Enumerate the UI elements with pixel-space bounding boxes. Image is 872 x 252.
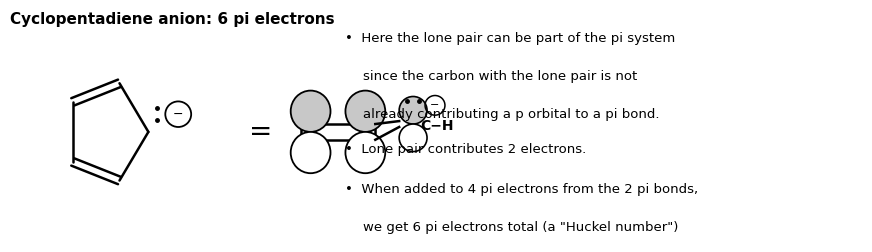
Text: −: − [173, 108, 183, 121]
Text: since the carbon with the lone pair is not: since the carbon with the lone pair is n… [363, 70, 637, 83]
Ellipse shape [399, 97, 427, 124]
Text: we get 6 pi electrons total (a "Huckel number"): we get 6 pi electrons total (a "Huckel n… [363, 221, 678, 234]
Ellipse shape [399, 124, 427, 151]
Ellipse shape [345, 132, 385, 173]
Text: •  Here the lone pair can be part of the pi system: • Here the lone pair can be part of the … [345, 32, 675, 45]
Ellipse shape [345, 91, 385, 132]
Ellipse shape [290, 132, 330, 173]
Text: •  When added to 4 pi electrons from the 2 pi bonds,: • When added to 4 pi electrons from the … [345, 183, 698, 196]
Text: •  Lone pair contributes 2 electrons.: • Lone pair contributes 2 electrons. [345, 143, 586, 156]
Text: =: = [249, 118, 273, 146]
Text: C−H: C−H [420, 119, 453, 133]
Ellipse shape [290, 91, 330, 132]
Text: Cyclopentadiene anion: 6 pi electrons: Cyclopentadiene anion: 6 pi electrons [10, 12, 335, 27]
Text: −: − [430, 100, 439, 110]
Text: already contributing a p orbital to a pi bond.: already contributing a p orbital to a pi… [363, 108, 659, 121]
